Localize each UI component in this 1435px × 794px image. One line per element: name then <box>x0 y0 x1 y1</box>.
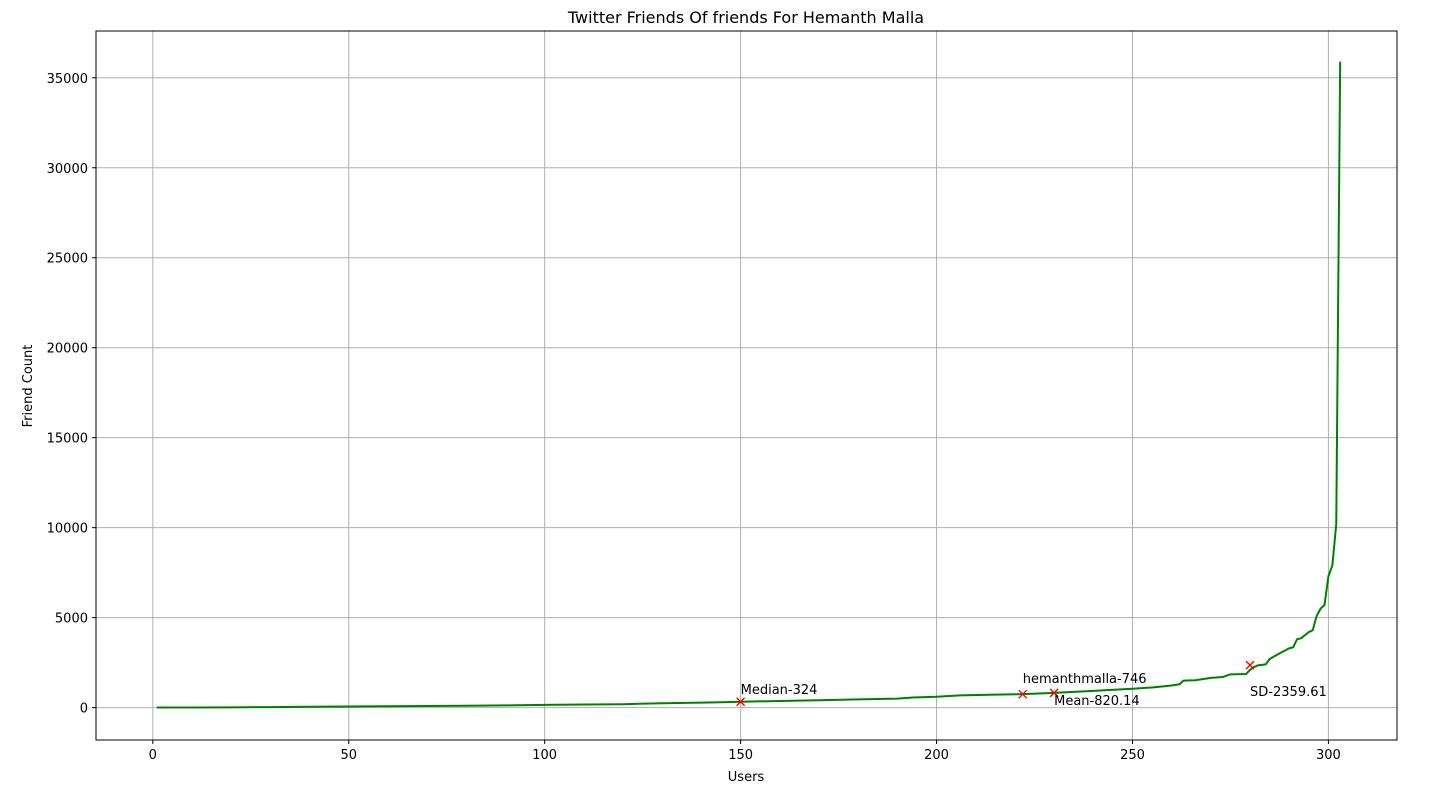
x-axis-label: Users <box>728 770 765 785</box>
y-tick-label: 35000 <box>47 72 88 87</box>
tick-layer: 0 50 100 150 200 250 300 0 5000 10000 15000 20000 25… <box>47 72 1341 763</box>
x-tick-label: 250 <box>1120 748 1145 763</box>
y-tick-label: 15000 <box>47 432 88 447</box>
plot-frame <box>95 30 1398 741</box>
y-tick-label: 5000 <box>55 612 88 627</box>
marker-annotation: Mean-820.14 <box>1054 694 1140 709</box>
y-tick-label: 25000 <box>47 252 88 267</box>
x-tick-label: 100 <box>532 748 557 763</box>
series-line <box>156 61 1342 709</box>
marker-x <box>736 697 746 707</box>
marker-x <box>1049 688 1059 698</box>
grid-layer <box>96 31 1397 740</box>
chart-title: Twitter Friends Of friends For Hemanth M… <box>567 8 924 27</box>
y-tick-label: 10000 <box>47 522 88 537</box>
marker-layer: Median-324 hemanthmalla-746 Mean-820.14 SD-… <box>736 660 1327 709</box>
line-layer <box>156 61 1342 709</box>
marker-x <box>1245 660 1255 670</box>
y-axis-label: Friend Count <box>21 345 36 428</box>
x-tick-label: 150 <box>728 748 753 763</box>
y-tick-label: 0 <box>80 702 88 717</box>
y-tick-label: 30000 <box>47 162 88 177</box>
marker-x <box>1018 689 1028 699</box>
x-tick-label: 200 <box>924 748 949 763</box>
x-tick-label: 0 <box>149 748 157 763</box>
marker-annotation: SD-2359.61 <box>1250 685 1327 700</box>
marker-annotation: Median-324 <box>741 683 818 698</box>
x-tick-label: 300 <box>1316 748 1341 763</box>
x-tick-label: 50 <box>340 748 357 763</box>
y-tick-label: 20000 <box>47 342 88 357</box>
marker-annotation: hemanthmalla-746 <box>1023 672 1147 687</box>
